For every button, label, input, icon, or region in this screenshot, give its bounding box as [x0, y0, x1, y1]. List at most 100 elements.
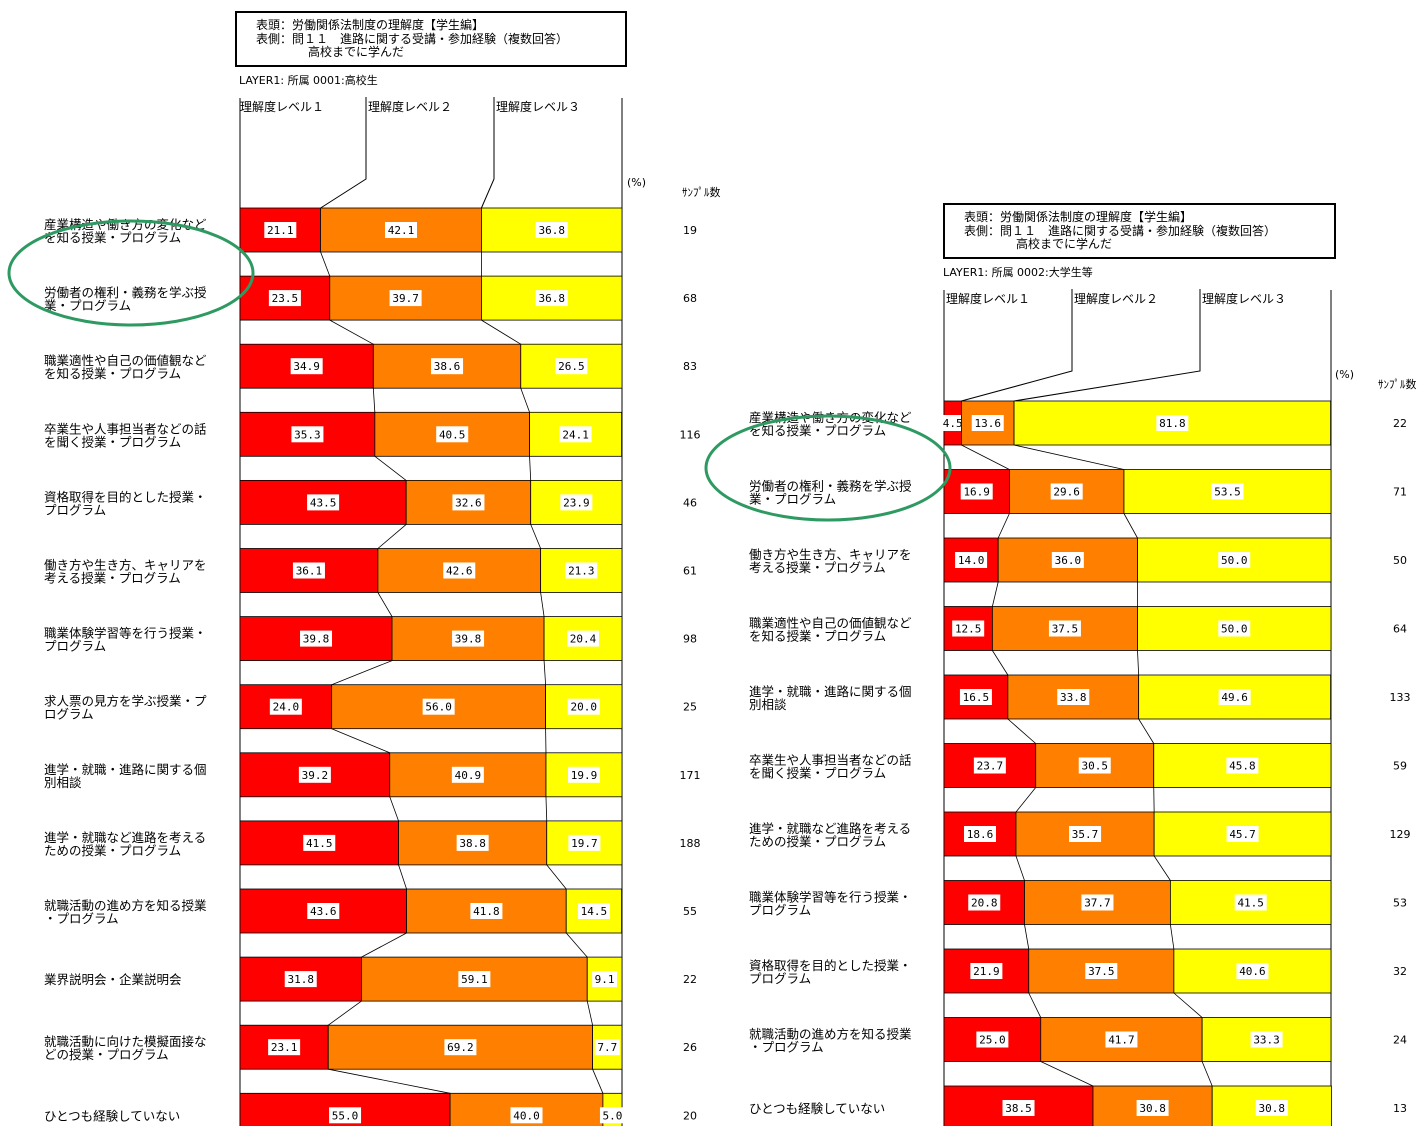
connector-line — [529, 456, 532, 481]
connector-line — [565, 932, 588, 958]
value-label: 38.6 — [434, 360, 461, 373]
category-label: を聞く授業・プログラム — [749, 766, 886, 781]
connector-line — [331, 660, 393, 686]
category-label: プログラム — [749, 903, 811, 918]
legend-connector-3 — [1013, 289, 1201, 402]
connector-line — [377, 524, 407, 549]
value-label: 16.9 — [963, 486, 990, 499]
value-label-bg — [594, 1039, 620, 1056]
unit-label: (%) — [627, 176, 646, 189]
value-label-bg — [268, 1039, 301, 1056]
category-label: 働き方や生き方、キャリアを — [44, 558, 207, 573]
category-label: ・プログラム — [749, 1040, 824, 1055]
value-label: 41.7 — [1108, 1034, 1135, 1047]
value-label-bg — [568, 834, 601, 851]
value-label-bg — [1081, 894, 1114, 911]
connector-line — [961, 444, 1010, 470]
category-label: ログラム — [44, 707, 94, 722]
category-label: 資格取得を目的とした授業・ — [44, 489, 207, 504]
category-label: 考える授業・プログラム — [749, 560, 886, 575]
category-label: 進学・就職など進路を考える — [44, 830, 206, 845]
sample-count: 26 — [683, 1041, 697, 1054]
connector-line — [592, 1069, 604, 1094]
value-label: 50.0 — [1221, 554, 1248, 567]
category-label: どの授業・プログラム — [44, 1047, 169, 1062]
value-label-bg — [1236, 963, 1269, 979]
value-label: 23.9 — [563, 496, 590, 509]
value-label: 49.6 — [1221, 691, 1248, 704]
value-label: 5.0 — [603, 1109, 623, 1122]
connector-line — [992, 650, 1009, 676]
connector-line — [546, 864, 567, 890]
value-label: 31.8 — [287, 973, 314, 986]
connector-line — [331, 728, 390, 754]
category-label: を知る授業・プログラム — [44, 230, 181, 245]
value-label-bg — [284, 971, 317, 988]
unit-label: (%) — [1335, 368, 1354, 381]
category-label: ひとつも経験していない — [44, 1108, 180, 1123]
connector-line — [329, 319, 374, 345]
bar-segment-level2 — [997, 537, 1138, 583]
value-label-bg — [291, 426, 324, 443]
value-label-bg — [535, 290, 568, 307]
value-label-bg — [959, 689, 992, 705]
value-label-bg — [968, 894, 1001, 911]
value-label-bg — [298, 766, 331, 783]
value-label: 45.7 — [1229, 828, 1256, 841]
value-label-bg — [1218, 620, 1251, 637]
chart-subtitle: 表側：問１１ 進路に関する受講・参加経験（複数回答） — [256, 31, 568, 46]
value-label: 14.5 — [581, 905, 608, 918]
category-label: プログラム — [749, 971, 811, 986]
value-label-bg — [963, 826, 996, 842]
sample-count: 59 — [1393, 760, 1407, 773]
value-label: 40.0 — [513, 1109, 540, 1122]
value-label-bg — [567, 766, 600, 783]
category-label: ための授業・プログラム — [749, 834, 886, 849]
value-label: 45.8 — [1229, 760, 1256, 773]
category-label: ための授業・プログラム — [44, 843, 181, 858]
legend-label-3: 理解度レベル３ — [1202, 291, 1286, 306]
value-label: 37.5 — [1088, 965, 1115, 978]
sample-count: 71 — [1393, 486, 1407, 499]
sample-count: 64 — [1393, 623, 1407, 636]
sample-count: 55 — [683, 905, 697, 918]
legend-label-2: 理解度レベル２ — [368, 99, 452, 114]
value-label: 36.8 — [538, 292, 565, 305]
connector-line — [1138, 718, 1155, 744]
value-label: 20.8 — [971, 897, 998, 910]
category-label: を聞く授業・プログラム — [44, 434, 181, 449]
value-label: 7.7 — [597, 1041, 617, 1054]
category-label: 働き方や生き方、キャリアを — [749, 547, 912, 562]
value-label-bg — [1250, 1031, 1283, 1048]
value-label-bg — [443, 562, 476, 579]
category-label: を知る授業・プログラム — [44, 366, 181, 381]
value-label: 25.0 — [979, 1034, 1006, 1047]
value-label: 13.6 — [974, 417, 1001, 430]
value-label-bg — [577, 903, 610, 919]
category-label: 労働者の権利・義務を学ぶ授 — [749, 479, 912, 494]
legend-label-1: 理解度レベル１ — [946, 291, 1030, 306]
category-label: 資格取得を目的とした授業・ — [749, 958, 912, 973]
value-label-bg — [1078, 757, 1111, 774]
value-label: 29.6 — [1053, 486, 1080, 499]
category-label: ・プログラム — [44, 911, 119, 926]
value-label-bg — [292, 562, 325, 579]
sample-count: 171 — [680, 769, 701, 782]
category-label: 職業体験学習等を行う授業・ — [44, 626, 207, 641]
category-label: を知る授業・プログラム — [749, 629, 886, 644]
legend-connector-2 — [320, 97, 367, 209]
value-label: 19.9 — [571, 769, 598, 782]
value-label: 36.0 — [1055, 554, 1082, 567]
value-label-bg — [1218, 552, 1251, 568]
value-label: 24.1 — [562, 428, 589, 441]
value-label-bg — [1057, 689, 1090, 705]
category-label: ひとつも経験していない — [749, 1101, 885, 1116]
category-label: 進学・就職・進路に関する個 — [749, 684, 912, 699]
value-label: 35.3 — [294, 428, 321, 441]
value-label: 35.7 — [1072, 828, 1099, 841]
sample-count: 22 — [1393, 417, 1407, 430]
value-label-bg — [307, 903, 340, 919]
connector-line — [991, 581, 999, 607]
value-label: 19.7 — [571, 837, 598, 850]
